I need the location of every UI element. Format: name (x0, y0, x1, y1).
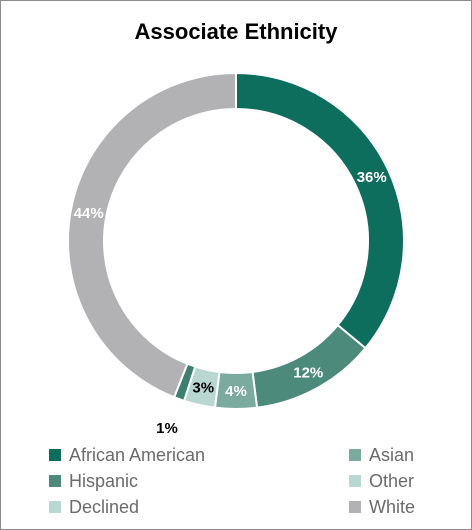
data-label-declined: 1% (156, 420, 178, 437)
slice-african-american (235, 71, 405, 350)
legend-label: Declined (69, 496, 140, 517)
data-label-african-american: 36% (357, 169, 387, 186)
legend-item-white: White (349, 495, 415, 519)
data-label-asian: 4% (225, 383, 247, 400)
data-label-other: 3% (192, 379, 214, 396)
legend-swatch (49, 501, 61, 513)
legend-swatch (349, 449, 361, 461)
data-label-white: 44% (74, 205, 104, 222)
legend-swatch (349, 501, 361, 513)
slice-white (67, 71, 237, 399)
legend-label: Other (369, 470, 415, 491)
chart-title: Associate Ethnicity (134, 19, 338, 44)
legend-label: African American (69, 444, 206, 465)
legend-swatch (349, 475, 361, 487)
legend-label: Hispanic (69, 470, 139, 491)
legend-swatch (49, 449, 61, 461)
donut-chart: 36% 12% 4% 3% 1% 44% (67, 71, 405, 437)
legend-item-declined: Declined (49, 495, 139, 519)
legend-item-other: Other (349, 469, 414, 493)
legend: African American Asian Hispanic Other De… (49, 443, 429, 523)
legend-label: White (369, 496, 416, 517)
data-label-hispanic: 12% (293, 364, 323, 381)
legend-item-asian: Asian (349, 443, 414, 467)
legend-item-african-american: African American (49, 443, 205, 467)
legend-swatch (49, 475, 61, 487)
legend-label: Asian (369, 444, 415, 465)
legend-item-hispanic: Hispanic (49, 469, 138, 493)
